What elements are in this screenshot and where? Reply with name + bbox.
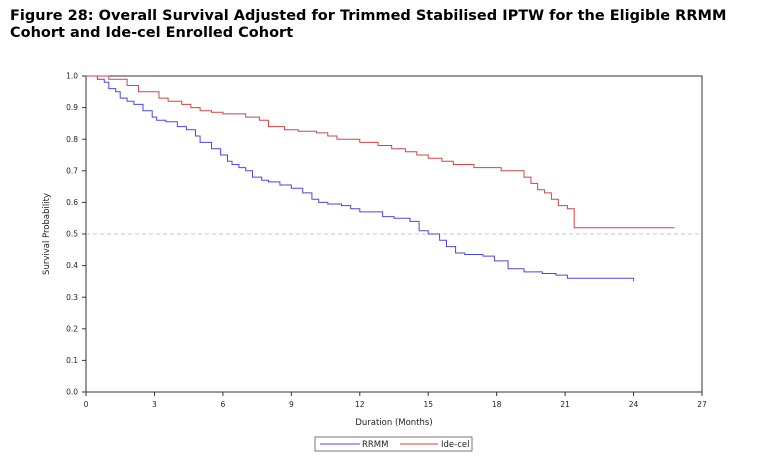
y-tick-label: 0.1 <box>66 356 78 365</box>
x-tick-label: 24 <box>629 400 639 409</box>
y-tick-label: 0.4 <box>66 261 78 270</box>
y-tick-label: 0.3 <box>66 293 78 302</box>
x-tick-label: 6 <box>220 400 225 409</box>
y-tick-label: 1.0 <box>66 72 78 81</box>
y-axis-label: Survival Probability <box>42 193 52 275</box>
x-tick-label: 3 <box>152 400 157 409</box>
x-tick-label: 0 <box>84 400 89 409</box>
y-tick-label: 0.2 <box>66 324 78 333</box>
x-tick-label: 18 <box>492 400 502 409</box>
x-axis-label: Duration (Months) <box>355 418 432 428</box>
x-tick-label: 12 <box>355 400 365 409</box>
x-tick-label: 27 <box>697 400 707 409</box>
legend: RRMM Ide-cel <box>314 436 473 452</box>
y-tick-label: 0.5 <box>66 230 78 239</box>
legend-box <box>314 436 473 452</box>
y-tick-label: 0.0 <box>66 388 78 397</box>
figure-title: Figure 28: Overall Survival Adjusted for… <box>10 8 727 41</box>
legend-label-rrmm: RRMM <box>362 440 388 450</box>
y-tick-label: 0.9 <box>66 103 78 112</box>
series-line-rrmm <box>86 75 635 282</box>
y-tick-label: 0.7 <box>66 166 78 175</box>
y-tick-label: 0.8 <box>66 135 78 144</box>
x-tick-label: 9 <box>289 400 294 409</box>
x-tick-label: 21 <box>560 400 570 409</box>
x-tick-label: 15 <box>423 400 433 409</box>
y-tick-label: 0.6 <box>66 198 78 207</box>
series-line-ide-cel <box>86 75 675 229</box>
legend-label-ide-cel: Ide-cel <box>441 440 469 450</box>
